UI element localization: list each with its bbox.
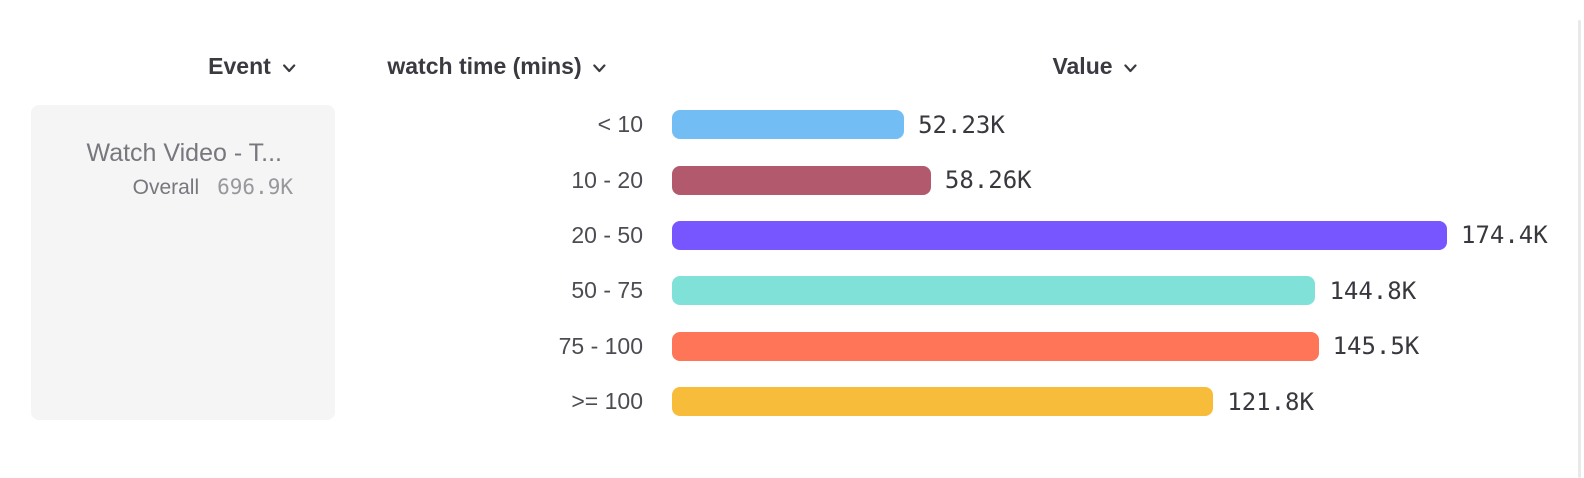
bar-row: 50 - 75 144.8K: [0, 263, 1584, 318]
bar-segment[interactable]: [672, 220, 1447, 250]
chevron-down-icon: [282, 63, 296, 73]
column-header-event-label: Event: [208, 53, 271, 79]
category-label: 75 - 100: [558, 332, 643, 359]
bar-value-label: 121.8K: [1227, 387, 1314, 416]
bar-value-label: 174.4K: [1461, 221, 1548, 250]
bar-area: 52.23K: [672, 110, 1584, 140]
bar-value-label: 145.5K: [1332, 332, 1420, 361]
bar-segment[interactable]: [672, 331, 1319, 361]
column-header-breakdown-label: watch time (mins): [387, 53, 582, 79]
category-label: 50 - 75: [571, 277, 643, 304]
bar-area: 145.5K: [672, 331, 1584, 361]
category-label: >= 100: [571, 388, 643, 415]
bar-area: 58.26K: [672, 165, 1584, 195]
column-header-breakdown[interactable]: watch time (mins): [387, 53, 606, 80]
bar-segment[interactable]: [672, 276, 1316, 306]
bar-chart-rows: < 10 52.23K 10 - 20 58.26K 20 - 50 174.4K 50 -…: [0, 97, 1584, 429]
bar-value-label: 58.26K: [944, 166, 1032, 195]
bar-area: 144.8K: [672, 276, 1584, 306]
event-card-overall-label: Overall: [132, 176, 200, 199]
category-label: 10 - 20: [571, 166, 643, 193]
bar-segment[interactable]: [672, 165, 931, 195]
event-card-overall-value: 696.9K: [217, 175, 293, 199]
bar-area: 121.8K: [672, 387, 1584, 417]
column-header-value-label: Value: [1052, 53, 1113, 79]
column-header-event[interactable]: Event: [208, 53, 296, 80]
column-header-value[interactable]: Value: [1052, 53, 1137, 80]
bar-row: 75 - 100 145.5K: [0, 319, 1584, 374]
bar-area: 174.4K: [672, 220, 1584, 250]
bar-segment[interactable]: [672, 110, 905, 140]
panel-right-divider: [1578, 20, 1581, 478]
event-card-overall-row: Overall 696.9K: [31, 174, 335, 201]
category-label: < 10: [597, 111, 643, 138]
chevron-down-icon: [1124, 63, 1138, 73]
bar-value-label: 144.8K: [1329, 276, 1417, 305]
bar-value-label: 52.23K: [918, 110, 1005, 139]
chevron-down-icon: [593, 63, 607, 73]
bar-row: 10 - 20 58.26K: [0, 152, 1584, 207]
category-label: 20 - 50: [571, 221, 643, 248]
bar-segment[interactable]: [672, 387, 1214, 417]
event-card[interactable]: Watch Video - T... Overall 696.9K: [31, 105, 335, 420]
bar-row: >= 100 121.8K: [0, 374, 1584, 429]
bar-row: < 10 52.23K: [0, 97, 1584, 152]
event-card-title: Watch Video - T...: [86, 139, 282, 167]
bar-row: 20 - 50 174.4K: [0, 208, 1584, 263]
